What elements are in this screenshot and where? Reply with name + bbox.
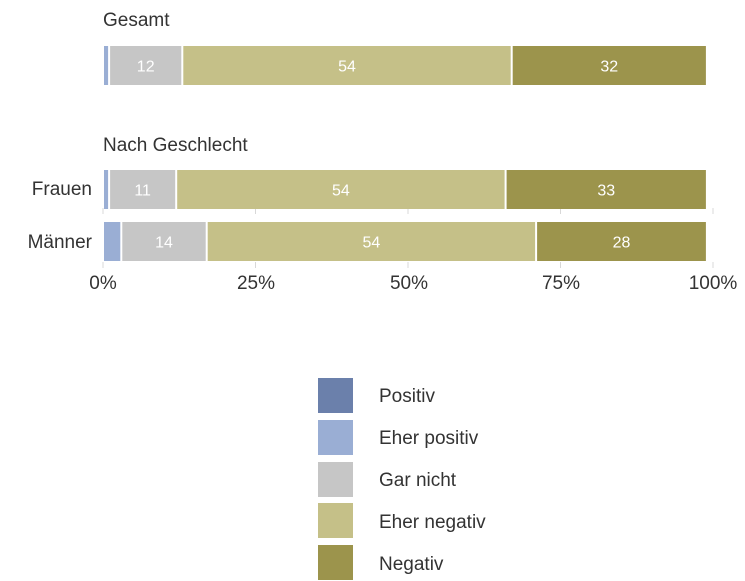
group-title-geschlecht: Nach Geschlecht bbox=[103, 135, 248, 156]
row-label-frauen: Frauen bbox=[32, 179, 92, 200]
bar-gesamt-eher-positiv bbox=[104, 46, 109, 85]
bar-maenner-negativ bbox=[537, 222, 706, 261]
bar-gesamt-negativ bbox=[512, 46, 706, 85]
data-label-frauen-eher-negativ: 54 bbox=[332, 183, 350, 200]
legend-swatch-eher-negativ bbox=[318, 503, 353, 538]
legend: Positiv Eher positiv Gar nicht Eher nega… bbox=[318, 378, 486, 580]
row-label-maenner: Männer bbox=[28, 232, 93, 253]
bar-frauen-eher-negativ bbox=[177, 170, 505, 209]
data-label-maenner-gar-nicht: 14 bbox=[155, 235, 173, 252]
legend-swatch-positiv bbox=[318, 378, 353, 413]
x-tick-label-75: 75% bbox=[542, 273, 580, 294]
bar-gesamt-eher-negativ bbox=[183, 46, 511, 85]
bar-frauen-gar-nicht bbox=[110, 170, 176, 209]
legend-label-negativ: Negativ bbox=[379, 554, 444, 575]
bar-frauen-eher-positiv bbox=[104, 170, 109, 209]
data-label-frauen-gar-nicht: 11 bbox=[134, 183, 151, 200]
legend-swatch-eher-positiv bbox=[318, 420, 353, 455]
bar-gesamt-gar-nicht bbox=[110, 46, 182, 85]
group-title-gesamt: Gesamt bbox=[103, 10, 170, 31]
data-label-gesamt-gar-nicht: 12 bbox=[137, 59, 155, 76]
bar-maenner-eher-positiv bbox=[104, 222, 121, 261]
legend-swatch-negativ bbox=[318, 545, 353, 580]
bars-layer: 12 54 32 11 54 33 14 54 28 bbox=[104, 46, 706, 261]
legend-label-eher-negativ: Eher negativ bbox=[379, 512, 486, 533]
bar-frauen-negativ bbox=[506, 170, 706, 209]
legend-label-gar-nicht: Gar nicht bbox=[379, 470, 457, 491]
x-tick-label-0: 0% bbox=[89, 273, 117, 294]
x-tick-label-50: 50% bbox=[390, 273, 428, 294]
data-label-gesamt-eher-negativ: 54 bbox=[338, 59, 356, 76]
data-label-maenner-negativ: 28 bbox=[613, 235, 631, 252]
data-label-maenner-eher-negativ: 54 bbox=[363, 235, 381, 252]
data-label-frauen-negativ: 33 bbox=[597, 183, 615, 200]
bar-maenner-eher-negativ bbox=[207, 222, 536, 261]
x-tick-label-25: 25% bbox=[237, 273, 275, 294]
legend-label-eher-positiv: Eher positiv bbox=[379, 428, 479, 449]
data-label-gesamt-negativ: 32 bbox=[600, 59, 618, 76]
bar-maenner-gar-nicht bbox=[122, 222, 206, 261]
legend-label-positiv: Positiv bbox=[379, 386, 435, 407]
legend-swatch-gar-nicht bbox=[318, 462, 353, 497]
x-tick-label-100: 100% bbox=[689, 273, 738, 294]
